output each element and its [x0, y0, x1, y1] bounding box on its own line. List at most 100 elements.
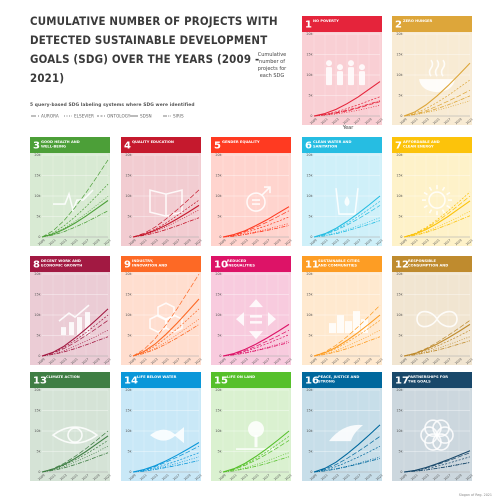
sdg-header-10: [211, 256, 291, 272]
series-line-siris: [313, 336, 381, 357]
y-tick-label: 20k: [34, 153, 40, 157]
plot-background: [392, 272, 472, 365]
y-tick-label: 0: [400, 114, 402, 118]
legend: AURORA ELSEVIER ONTOLOGY SDSN SIRIS: [31, 114, 184, 119]
series-line-sdsn: [403, 62, 471, 117]
sdg-name-5: GENDER EQUALITY: [222, 140, 260, 144]
y-tick-label: 0: [219, 354, 221, 358]
x-tick-label: 2015: [161, 473, 170, 481]
y-tick-label: 15k: [215, 174, 221, 178]
sdg-name-3: WELL-BEING: [41, 145, 66, 149]
sdg-name-3: GOOD HEALTH AND: [41, 140, 80, 144]
sdg-number-13: 13: [33, 376, 47, 387]
series-line-siris: [41, 210, 109, 238]
x-tick-label: 2009: [218, 238, 227, 246]
x-tick-label: 2021: [465, 473, 474, 481]
y-tick-label: 0: [129, 235, 131, 239]
series-line-siris: [132, 217, 200, 238]
plot-background: [30, 272, 110, 365]
sdg-header-15: [211, 372, 291, 388]
sdg-name-7: CLEAN ENERGY: [403, 145, 434, 149]
x-tick-label: 2021: [375, 117, 384, 125]
series-line-aurora: [313, 304, 381, 357]
sdg-number-4: 4: [124, 141, 131, 152]
y-tick-label: 5k: [308, 94, 312, 98]
series-line-ontology: [403, 79, 471, 117]
y-tick-label: 10k: [34, 313, 40, 317]
series-line-ontology: [132, 308, 200, 357]
x-tick-label: 2015: [432, 473, 441, 481]
x-tick-label: 2013: [240, 357, 249, 365]
sdg-number-6: 6: [305, 141, 312, 152]
series-line-ontology: [222, 216, 290, 238]
y-tick-label: 15k: [125, 409, 131, 413]
y-tick-label: 10k: [396, 73, 402, 77]
sdg-header-2: [392, 16, 472, 32]
sdg-name-17: PARTNERSHIPS FOR: [408, 375, 448, 379]
x-tick-label: 2015: [70, 238, 79, 246]
y-tick-label: 15k: [215, 409, 221, 413]
sdg-header-9: [121, 256, 201, 272]
series-line-siris: [403, 95, 471, 117]
sdg-header-8: [30, 256, 110, 272]
x-tick-label: 2011: [229, 238, 238, 246]
y-tick-label: 20k: [396, 272, 402, 276]
series-line-siris: [313, 458, 381, 473]
y-tick-label: 0: [400, 470, 402, 474]
series-line-siris: [132, 324, 200, 357]
x-tick-label: 2019: [364, 117, 373, 125]
y-tick-label: 5k: [398, 334, 402, 338]
series-line-sdsn: [403, 200, 471, 238]
series-line-siris: [222, 456, 290, 473]
series-line-siris: [403, 340, 471, 357]
x-tick-label: 2021: [194, 473, 203, 481]
y-tick-label: 0: [310, 470, 312, 474]
y-tick-label: 15k: [396, 53, 402, 57]
x-tick-label: 2011: [48, 357, 57, 365]
sdg-panel-5: 5 GENDER EQUALITY 0 5k 10k 15k 20k 2009 2011 2013…: [211, 137, 293, 246]
x-tick-label: 2009: [37, 238, 46, 246]
x-tick-label: 2017: [262, 357, 271, 365]
y-tick-label: 0: [400, 354, 402, 358]
legend-label-sdsn: SDSN: [140, 114, 152, 119]
y-tick-label: 15k: [306, 53, 312, 57]
series-line-siris: [313, 100, 381, 117]
heartbeat-icon: [53, 189, 94, 213]
x-tick-label: 2017: [172, 473, 181, 481]
y-tick-label: 10k: [396, 194, 402, 198]
x-tick-label: 2021: [103, 238, 112, 246]
plot-background: [211, 153, 291, 246]
y-tick-label: 10k: [306, 429, 312, 433]
series-line-sdsn: [313, 195, 381, 238]
sdg-name-6: SANITATION: [313, 145, 337, 149]
sdg-name-17: THE GOALS: [408, 380, 431, 384]
plot-background: [392, 153, 472, 246]
sdg-header-13: [30, 372, 110, 388]
credit-note: Slogan of Reg. 2021: [458, 493, 492, 497]
y-tick-label: 15k: [396, 409, 402, 413]
sdg-name-9: INNOVATION AND: [132, 264, 167, 268]
x-tick-label: 2009: [399, 117, 408, 125]
y-tick-label: 5k: [36, 450, 40, 454]
y-tick-label: 10k: [34, 194, 40, 198]
series-line-siris: [403, 462, 471, 473]
series-line-ontology: [41, 183, 109, 238]
sdg-number-9: 9: [124, 260, 131, 271]
sdg-number-12: 12: [395, 260, 409, 271]
y-tick-label: 0: [400, 235, 402, 239]
y-tick-label: 10k: [215, 313, 221, 317]
sdg-number-8: 8: [33, 260, 40, 271]
x-tick-label: 2021: [284, 357, 293, 365]
x-tick-label: 2015: [342, 473, 351, 481]
chart-title: Cumulative number of projects with detec…: [30, 14, 278, 85]
sdg-name-13: CLIMATE ACTION: [46, 375, 80, 379]
x-tick-label: 2015: [342, 238, 351, 246]
series-line-sdsn: [313, 81, 381, 117]
methods-title: 5 query-based SDG labeling systems where…: [30, 103, 195, 108]
series-line-ontology: [132, 452, 200, 473]
